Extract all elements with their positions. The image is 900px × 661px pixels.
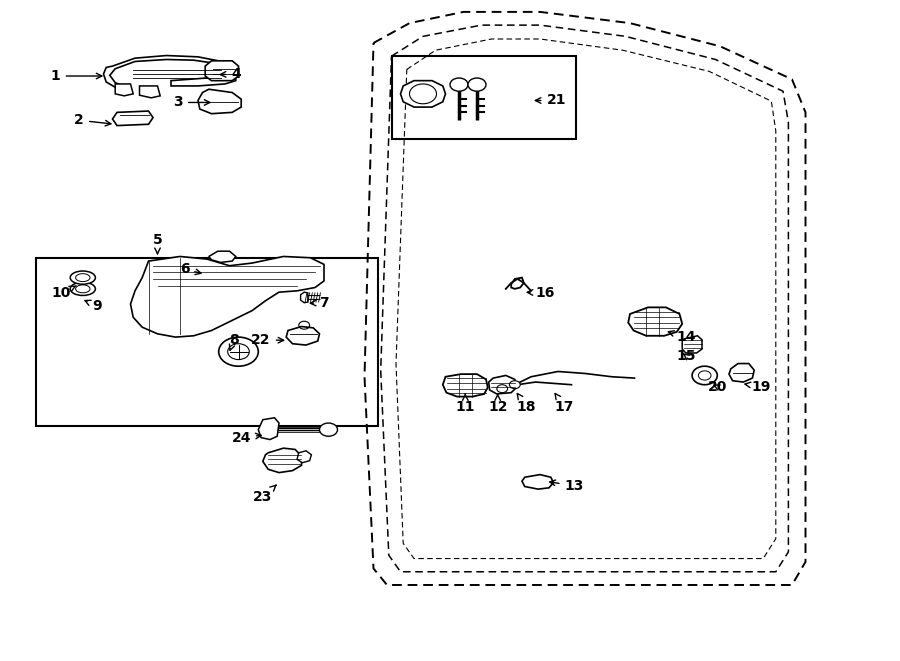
Text: 18: 18 [517,393,536,414]
Text: 20: 20 [707,379,727,394]
Polygon shape [263,448,302,473]
Text: 21: 21 [536,93,566,108]
Text: 8: 8 [230,332,238,350]
Polygon shape [400,81,446,107]
Polygon shape [628,307,682,336]
Polygon shape [112,111,153,126]
Polygon shape [104,56,236,87]
Circle shape [450,78,468,91]
Bar [392,56,576,139]
Text: 4: 4 [220,67,240,81]
Circle shape [692,366,717,385]
Text: 5: 5 [153,233,162,254]
Polygon shape [297,451,311,463]
Text: 13: 13 [550,479,584,493]
Circle shape [509,381,520,389]
Circle shape [219,337,258,366]
Ellipse shape [70,271,95,284]
Text: 11: 11 [455,394,475,414]
Text: 7: 7 [310,295,328,310]
Text: 6: 6 [180,262,201,276]
Text: 3: 3 [174,95,210,110]
Text: 9: 9 [85,299,102,313]
Text: 14: 14 [669,330,696,344]
Polygon shape [301,292,308,303]
Polygon shape [286,327,320,345]
Polygon shape [443,374,488,397]
Ellipse shape [70,282,95,295]
Text: 2: 2 [75,113,111,128]
Polygon shape [258,418,279,440]
Bar [36,258,378,426]
Polygon shape [140,86,160,98]
Circle shape [497,385,508,393]
Polygon shape [489,375,517,394]
Text: 17: 17 [554,393,574,414]
Polygon shape [198,89,241,114]
Polygon shape [209,251,236,262]
Text: 15: 15 [676,348,696,363]
Circle shape [468,78,486,91]
Polygon shape [115,84,133,96]
Polygon shape [130,256,324,337]
Polygon shape [729,364,754,382]
Polygon shape [522,475,554,489]
Polygon shape [682,336,702,353]
Circle shape [320,423,338,436]
Polygon shape [511,278,524,289]
Text: 1: 1 [51,69,102,83]
Text: 19: 19 [745,379,771,394]
Text: 12: 12 [488,394,508,414]
Text: 10: 10 [51,286,76,301]
Text: 16: 16 [527,286,555,300]
Text: 23: 23 [253,485,276,504]
Polygon shape [205,61,239,81]
Text: 22: 22 [251,332,284,347]
Text: 24: 24 [231,430,261,445]
